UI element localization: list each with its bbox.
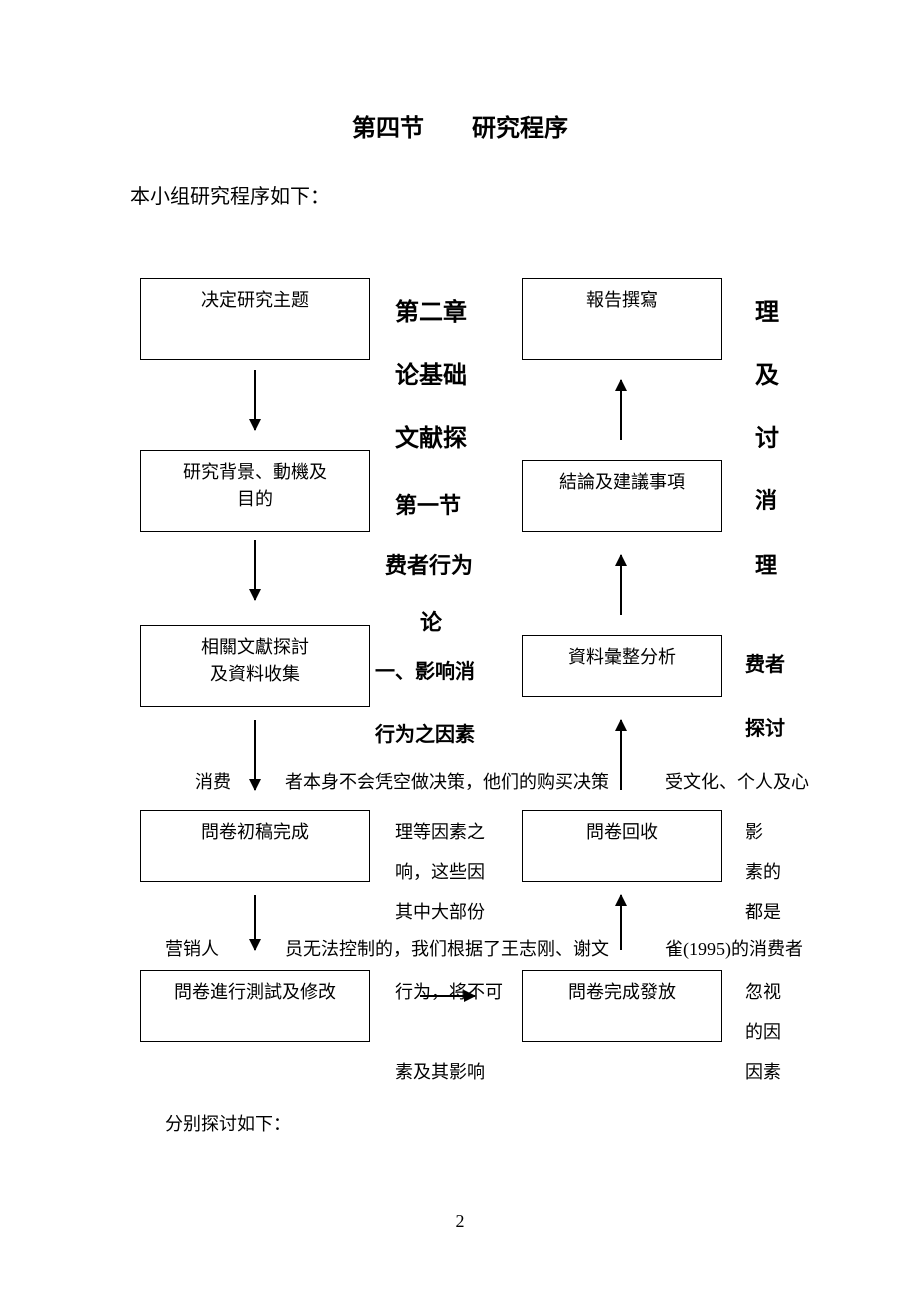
flow-node-n6: 報告撰寫 [522, 278, 722, 360]
flow-node-n1: 决定研究主题 [140, 278, 370, 360]
text-p8: 素及其影响 [395, 1058, 485, 1084]
text-p8b: 因素 [745, 1058, 781, 1084]
flow-node-n3: 相關文獻探討 及資料收集 [140, 625, 370, 707]
flow-node-n4: 問卷初稿完成 [140, 810, 370, 882]
text-seg12: 消 [755, 483, 777, 515]
arrow-a4 [254, 895, 256, 950]
flow-node-n2: 研究背景、動機及 目的 [140, 450, 370, 532]
text-p5c: 雀(1995)的消费者 [665, 935, 803, 961]
text-p4: 其中大部份 [395, 898, 485, 924]
text-p6: 行为，将不可 [395, 978, 503, 1004]
text-seg11: 讨 [755, 418, 779, 453]
text-p6b: 忽视 [745, 978, 781, 1004]
text-p3: 响，这些因 [395, 858, 485, 884]
section-title: 第四节 研究程序 [0, 108, 920, 143]
text-seg8: 行为之因素 [375, 718, 475, 747]
text-seg5: 费者行为 [385, 548, 473, 580]
flow-node-n5: 問卷進行測試及修改 [140, 970, 370, 1042]
text-p2b: 影 [745, 818, 763, 844]
intro-text: 本小组研究程序如下： [130, 180, 330, 209]
text-seg4: 第一节 [395, 488, 461, 520]
text-p5b: 员无法控制的，我们根据了王志刚、谢文 [285, 935, 609, 961]
flow-node-n7: 結論及建議事項 [522, 460, 722, 532]
text-seg14: 费者 [745, 648, 785, 677]
arrow-a6 [620, 895, 622, 950]
text-p7b: 的因 [745, 1018, 781, 1044]
text-seg3: 文献探 [395, 418, 467, 453]
page-number: 2 [0, 1211, 920, 1232]
text-p4b: 都是 [745, 898, 781, 924]
text-p1a: 消费 [195, 768, 231, 794]
arrow-a1 [254, 370, 256, 430]
flow-node-n10: 問卷完成發放 [522, 970, 722, 1042]
arrow-a9 [620, 380, 622, 440]
arrow-a2 [254, 540, 256, 600]
arrow-a7 [620, 720, 622, 790]
flow-node-n8: 資料彙整分析 [522, 635, 722, 697]
flow-node-n9: 問卷回收 [522, 810, 722, 882]
text-seg10: 及 [755, 355, 779, 390]
text-seg13: 理 [755, 548, 777, 580]
arrow-a8 [620, 555, 622, 615]
text-p2: 理等因素之 [395, 818, 485, 844]
text-seg2: 论基础 [395, 355, 467, 390]
text-p5a: 营销人 [165, 935, 219, 961]
arrow-a3 [254, 720, 256, 790]
document-page: 第四节 研究程序 本小组研究程序如下： 决定研究主题研究背景、動機及 目的相關文… [0, 0, 920, 1302]
text-seg7: 一、影响消 [375, 655, 475, 684]
text-seg6: 论 [420, 605, 442, 637]
text-p1b: 者本身不会凭空做决策，他们的购买决策 [285, 768, 609, 794]
text-seg9: 理 [755, 292, 779, 327]
text-seg1: 第二章 [395, 292, 467, 327]
text-seg15: 探讨 [745, 712, 785, 741]
text-p1c: 受文化、个人及心 [665, 768, 809, 794]
text-p3b: 素的 [745, 858, 781, 884]
text-p9: 分别探讨如下： [165, 1110, 291, 1136]
